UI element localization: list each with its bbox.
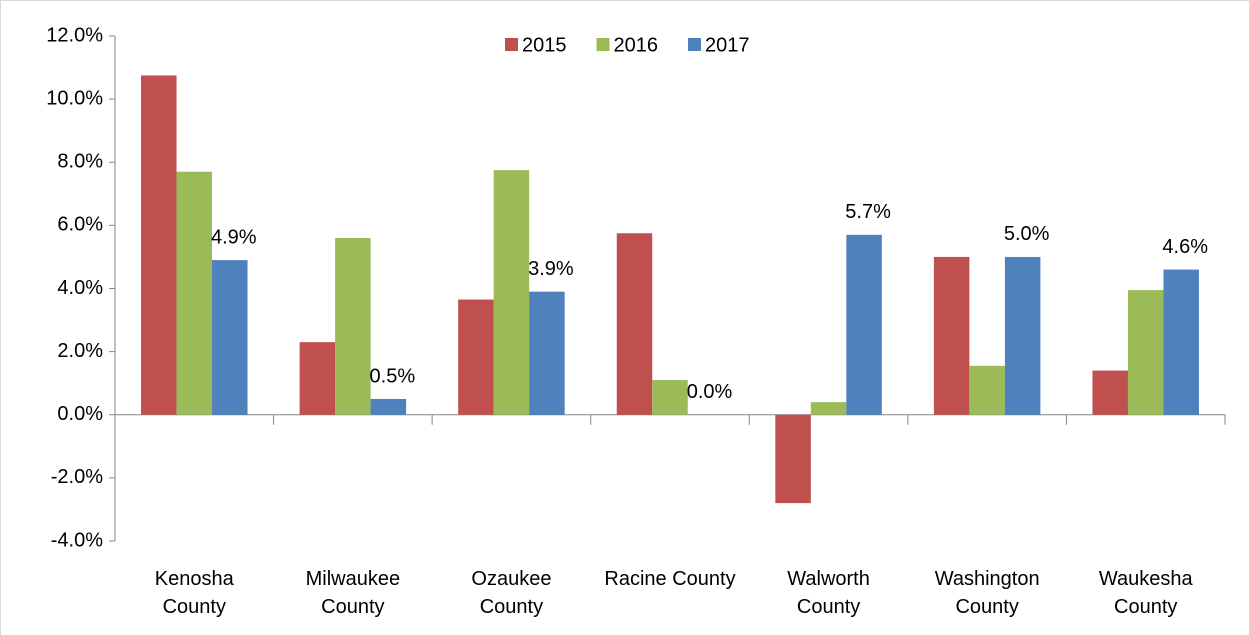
data-label: 3.9% [528,258,574,280]
data-label: 4.6% [1162,236,1208,258]
x-tick-label: Racine County [604,568,736,590]
bar [810,402,847,415]
y-tick-label: 2.0% [57,340,103,362]
bar [969,365,1005,415]
x-tick-label: Washington County [934,568,1040,618]
legend-label: 2017 [705,34,750,56]
x-tick-label: Waukesha County [1098,568,1193,618]
bar [846,234,882,415]
data-label: 4.9% [211,226,257,248]
y-tick-label: 4.0% [57,277,103,299]
bar [775,414,811,504]
bar [1163,269,1199,415]
legend-label: 2016 [614,34,659,56]
bar [652,380,688,415]
legend-swatch [505,38,518,51]
legend-label: 2015 [522,34,567,56]
bar [176,171,213,415]
bar [370,398,407,415]
data-label: 0.5% [370,365,416,387]
x-tick-label: Milwaukee County [305,568,401,618]
y-tick-label: -4.0% [51,529,103,551]
y-tick-label: 8.0% [57,151,103,173]
bar [1004,256,1041,415]
data-label: 0.0% [687,381,733,403]
bar [458,299,494,415]
bar [1092,370,1128,415]
bar [212,260,248,415]
bar [529,291,565,415]
bar [1127,290,1164,415]
bar [616,233,653,415]
y-tick-label: -2.0% [51,466,103,488]
y-tick-label: 0.0% [57,403,103,425]
bar [299,342,336,415]
data-label: 5.7% [845,201,891,223]
bar [141,75,177,415]
bar [335,238,371,415]
legend-swatch [596,38,610,51]
x-tick-label: Ozaukee County [471,568,552,618]
bar [493,170,530,415]
y-tick-label: 10.0% [46,87,103,109]
bar [933,256,970,415]
y-tick-label: 6.0% [57,214,103,236]
x-tick-label: Walworth County [787,568,870,618]
legend-swatch [688,38,701,51]
x-tick-label: Kenosha County [154,568,234,618]
y-tick-label: 12.0% [46,24,103,46]
data-label: 5.0% [1004,223,1050,245]
